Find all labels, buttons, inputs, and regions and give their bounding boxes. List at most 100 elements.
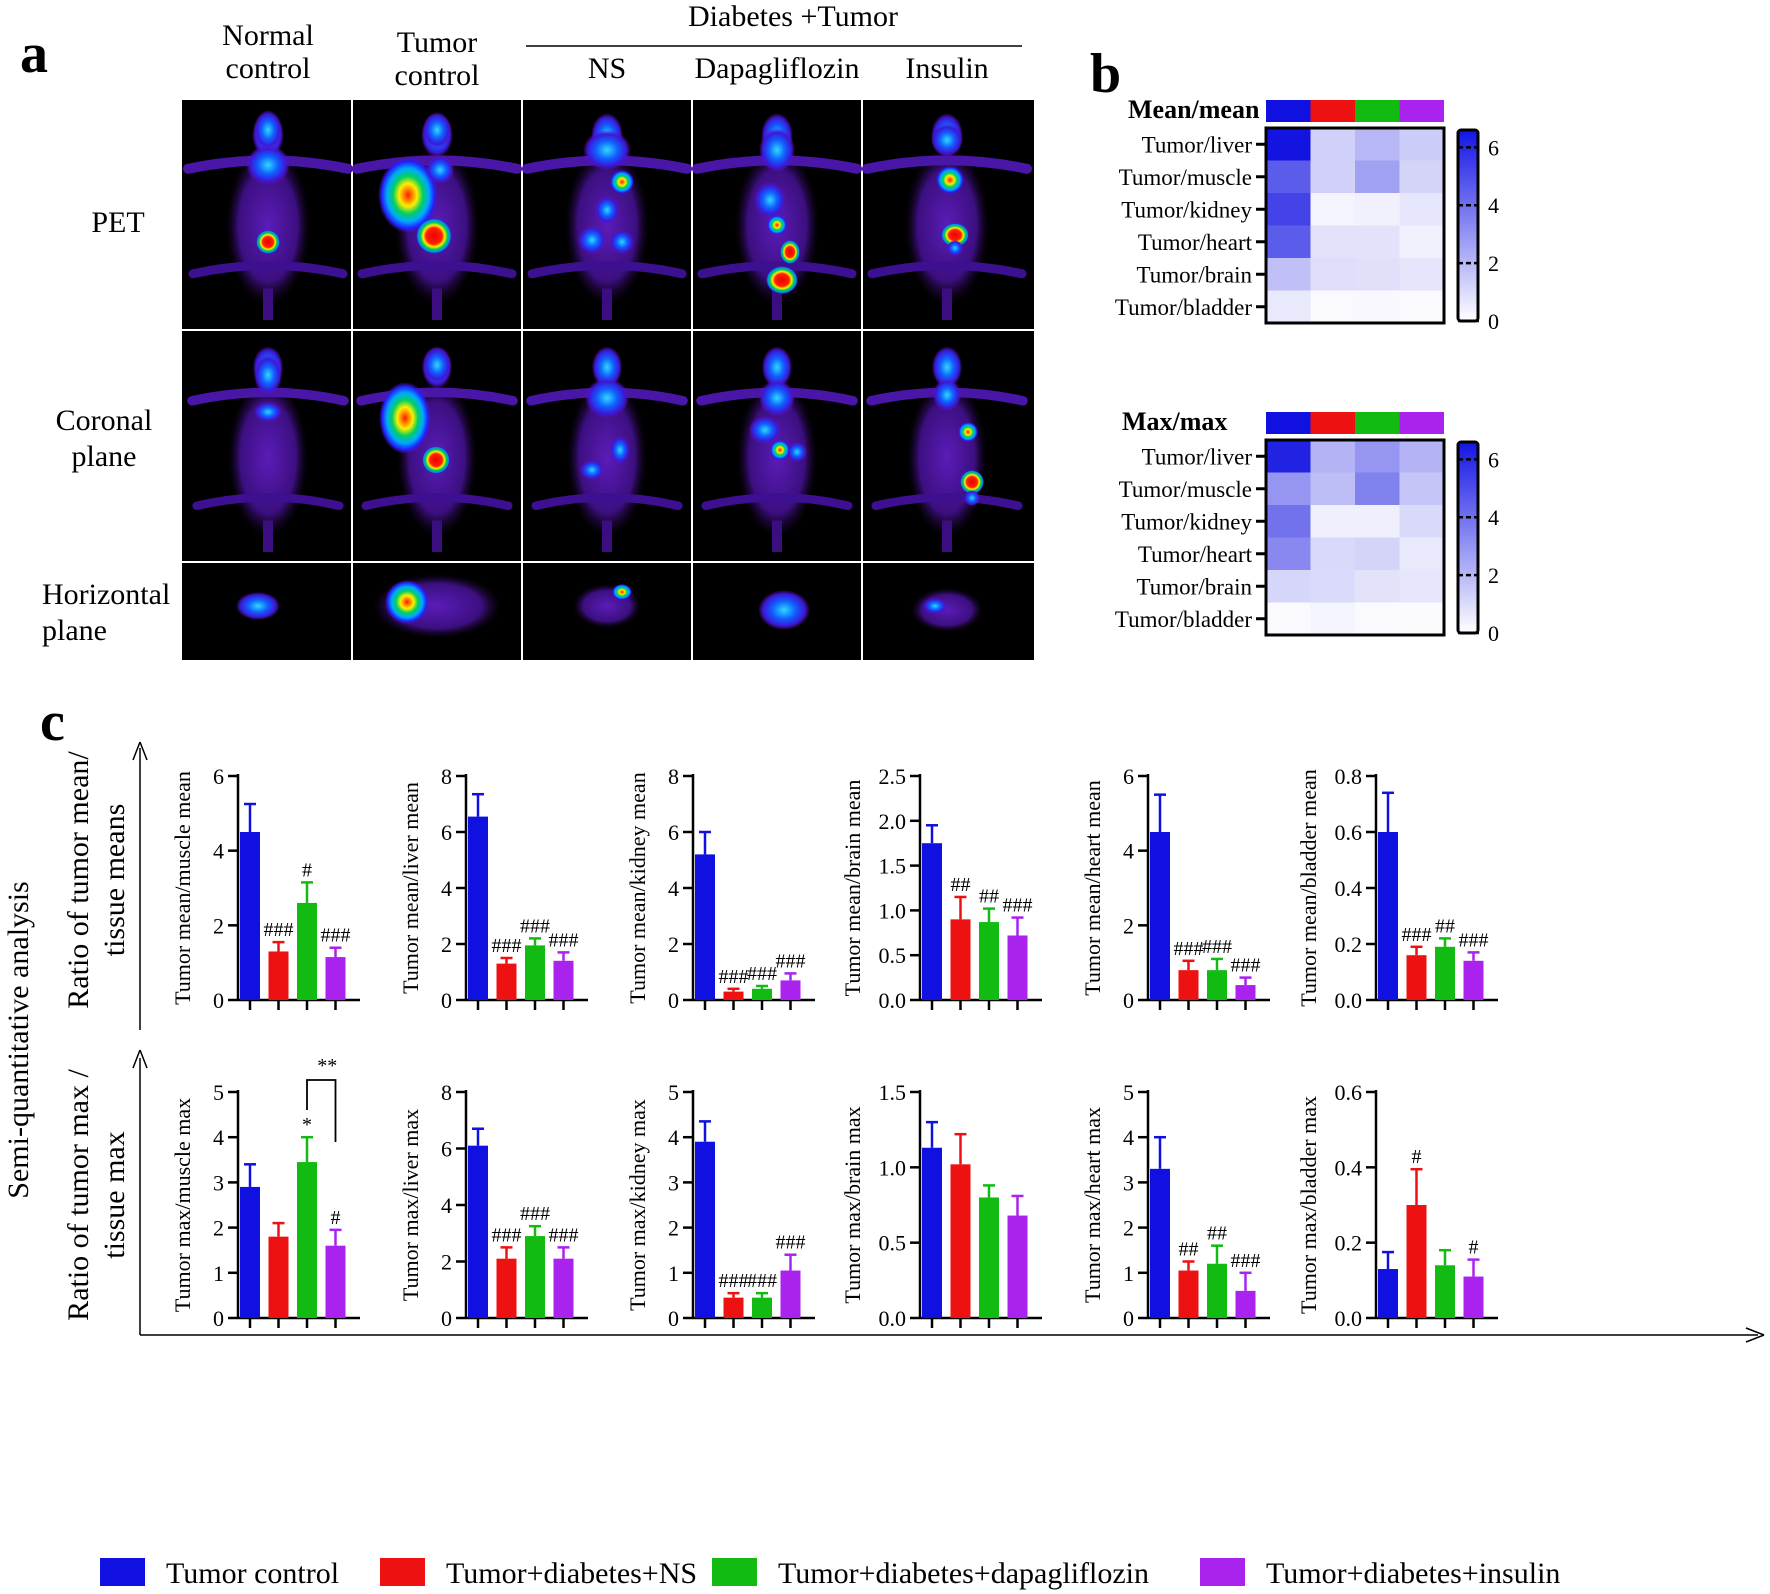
legend-swatch <box>380 1558 425 1586</box>
legend-label: Tumor+diabetes+dapagliflozin <box>778 1557 1149 1590</box>
pet-limbs <box>527 260 687 279</box>
row-title: tissue max <box>98 1131 131 1259</box>
significance-label: ## <box>951 874 971 896</box>
uptake-spot <box>423 112 451 148</box>
significance-label: ### <box>747 963 777 985</box>
heatmap-row-label: Tumor/heart <box>1138 230 1253 255</box>
heatmap-cell <box>1355 193 1400 226</box>
heatmap-cell <box>1310 440 1356 473</box>
pet-limbs <box>867 260 1027 279</box>
significance-label: ### <box>549 1224 579 1246</box>
uptake-spot <box>426 156 454 184</box>
heatmap-cell <box>1266 193 1311 226</box>
group-color-strip <box>1266 412 1311 434</box>
bar-chart: 0.0 0.5 1.0 1.5 2.0 2.5 Tumor mean/brain mean #… <box>840 764 1042 1013</box>
heatmap-cell <box>1355 290 1400 324</box>
column-header: control <box>226 52 311 85</box>
y-tick-label: 1.5 <box>879 1080 907 1105</box>
uptake-spot <box>246 145 290 185</box>
uptake-spot <box>941 223 969 247</box>
y-tick-label: 0 <box>213 988 224 1013</box>
colorbar-tick-label: 0 <box>1488 309 1499 334</box>
uptake-spot <box>423 347 451 383</box>
y-tick-label: 0.0 <box>879 1306 907 1331</box>
row-header: plane <box>42 614 107 647</box>
heatmap-cell <box>1355 225 1400 259</box>
y-tick-label: 0 <box>1123 988 1134 1013</box>
heatmap-cell <box>1399 225 1445 259</box>
pet-limbs <box>356 387 518 406</box>
bar <box>525 1236 545 1318</box>
bar <box>922 1147 942 1318</box>
column-header: Tumor <box>397 26 478 59</box>
y-tick-label: 4 <box>213 1125 224 1150</box>
bar <box>1007 1215 1028 1318</box>
group-color-strip <box>1355 412 1400 434</box>
bar <box>695 1141 715 1318</box>
bar <box>553 1258 574 1318</box>
heatmap-cell <box>1310 258 1356 291</box>
pet-tail <box>942 288 952 320</box>
bar <box>325 1245 346 1318</box>
bar <box>468 1145 488 1318</box>
y-tick-label: 0.5 <box>879 943 907 968</box>
heatmap-cell <box>1355 440 1400 473</box>
uptake-spot <box>585 378 629 418</box>
uptake-spot <box>254 355 282 395</box>
colorbar-tick-label: 2 <box>1488 251 1499 276</box>
pet-limbs <box>188 260 348 279</box>
y-tick-label: 0.2 <box>1335 932 1363 957</box>
y-tick-label: 3 <box>668 1170 679 1195</box>
uptake-spot <box>766 266 798 294</box>
uptake-spot <box>254 402 282 422</box>
y-axis-label: Tumor mean/bladder mean <box>1296 769 1321 1006</box>
heatmap-cell <box>1355 570 1400 603</box>
y-tick-label: 2 <box>213 913 224 938</box>
bar <box>1378 832 1398 1000</box>
bar-chart: 0.0 0.5 1.0 1.5 Tumor max/brain max <box>840 1080 1042 1331</box>
y-axis-label: Tumor mean/muscle mean <box>170 771 195 1005</box>
semi-quantitative-title: Semi-quantitative analysis <box>2 881 35 1198</box>
group-header: Diabetes +Tumor <box>688 0 898 33</box>
row-header: Coronal <box>56 404 153 437</box>
uptake-spot <box>610 436 630 464</box>
y-axis-label: Tumor mean/liver mean <box>398 782 423 994</box>
bar <box>950 919 971 1000</box>
significance-label: ### <box>776 1232 806 1254</box>
heatmap-title: Mean/mean <box>1128 95 1260 124</box>
bar <box>1435 1265 1455 1318</box>
significance-label: ### <box>1402 924 1432 946</box>
y-tick-label: 0.0 <box>1335 988 1363 1013</box>
y-tick-label: 2 <box>668 932 679 957</box>
bar <box>1150 1168 1170 1318</box>
uptake-spot <box>911 588 983 632</box>
pet-limbs <box>697 260 857 279</box>
pet-tail <box>263 520 273 552</box>
heatmap-row-label: Tumor/bladder <box>1115 295 1252 320</box>
pet-body <box>228 377 308 538</box>
bar <box>325 957 346 1000</box>
heatmap-frame <box>1264 126 1446 325</box>
bar <box>1207 970 1227 1000</box>
pet-limbs <box>531 493 683 511</box>
heatmap-cell <box>1399 440 1445 473</box>
bar <box>1435 946 1455 1000</box>
pet-tail <box>263 288 273 320</box>
uptake-spot <box>385 580 429 624</box>
significance-label: ### <box>492 935 522 957</box>
uptake-spot <box>578 226 606 254</box>
y-axis-label: Tumor max/kidney max <box>625 1099 650 1311</box>
pet-image-grid <box>182 100 1034 660</box>
uptake-spot <box>256 230 280 254</box>
significance-label: ### <box>1174 938 1204 960</box>
y-tick-label: 6 <box>1123 764 1134 789</box>
column-header: control <box>395 59 480 92</box>
bar <box>695 854 715 1000</box>
bar <box>268 951 289 1000</box>
bar-chart: 0.0 0.2 0.4 0.6 0.8 Tumor mean/bladder mean ##… <box>1296 764 1498 1013</box>
